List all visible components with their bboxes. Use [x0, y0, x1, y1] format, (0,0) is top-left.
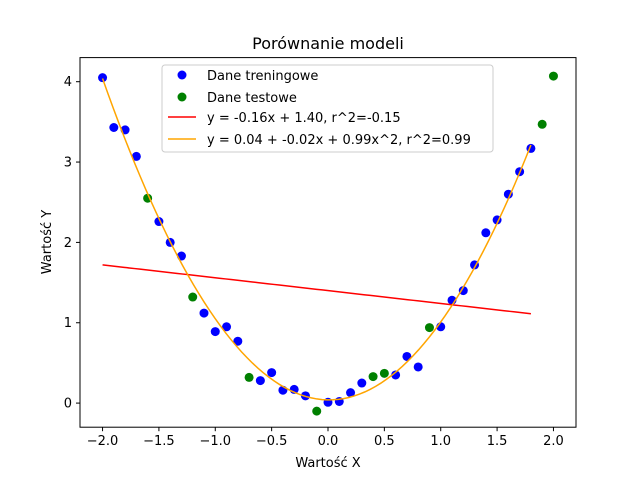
- plot-frame: [79, 57, 577, 428]
- data-point-train: [255, 376, 265, 386]
- legend-label-quadratic: y = 0.04 + -0.02x + 0.99x^2, r^2=0.99: [207, 133, 471, 148]
- y-tick-label: 2: [64, 236, 72, 251]
- data-point-train: [346, 388, 356, 398]
- legend-marker-train: [177, 70, 187, 80]
- data-point-test: [368, 372, 378, 382]
- data-point-train: [98, 73, 108, 83]
- data-point-train: [222, 322, 232, 332]
- legend-label-train: Dane treningowe: [207, 69, 318, 84]
- data-point-train: [481, 228, 491, 238]
- data-point-test: [188, 292, 198, 302]
- x-tick-label: −1.5: [143, 434, 175, 449]
- axis-ticks: −2.0 −1.5 −1.0 −0.5 0.0 0.5 1.0 1.5 2.0 0 1 2 3 4: [64, 75, 564, 449]
- quadratic-fit-line: [101, 78, 532, 401]
- data-point-train: [109, 123, 119, 133]
- data-point-train: [131, 151, 141, 161]
- legend-label-test: Dane testowe: [207, 91, 297, 106]
- data-point-test: [312, 406, 322, 416]
- x-tick-label: −1.0: [199, 434, 231, 449]
- y-tick-label: 4: [64, 75, 72, 90]
- data-point-test: [244, 372, 254, 382]
- x-tick-label: −0.5: [256, 434, 288, 449]
- data-point-test: [537, 119, 547, 129]
- chart-title: Porównanie modeli: [252, 34, 404, 53]
- x-tick-label: 2.0: [543, 434, 564, 449]
- data-point-train: [357, 378, 367, 388]
- legend-box: [161, 64, 494, 153]
- y-tick-label: 1: [64, 316, 72, 331]
- data-point-train: [267, 368, 277, 378]
- data-point-train: [233, 336, 243, 346]
- y-tick-label: 3: [64, 156, 72, 171]
- x-tick-label: 0.5: [374, 434, 395, 449]
- y-tick-label: 0: [64, 397, 72, 412]
- data-point-test: [548, 71, 558, 81]
- x-tick-label: 1.5: [487, 434, 508, 449]
- data-point-train: [391, 370, 401, 380]
- data-point-train: [199, 308, 209, 318]
- data-point-train: [210, 327, 220, 337]
- legend-marker-test: [177, 92, 187, 102]
- data-point-train: [413, 362, 423, 372]
- x-tick-label: 0.0: [318, 434, 339, 449]
- data-point-train: [458, 286, 468, 296]
- x-tick-label: −2.0: [87, 434, 119, 449]
- plot-area: [98, 71, 558, 416]
- data-point-test: [379, 368, 389, 378]
- y-axis-label: Wartość Y: [40, 210, 55, 274]
- x-tick-label: 1.0: [430, 434, 451, 449]
- legend: Dane treningowe Dane testowe y = -0.16x …: [161, 64, 494, 153]
- data-point-test: [424, 323, 434, 333]
- legend-label-linear: y = -0.16x + 1.40, r^2=-0.15: [207, 111, 401, 126]
- x-axis-label: Wartość X: [295, 456, 360, 471]
- linear-fit-line: [102, 264, 531, 315]
